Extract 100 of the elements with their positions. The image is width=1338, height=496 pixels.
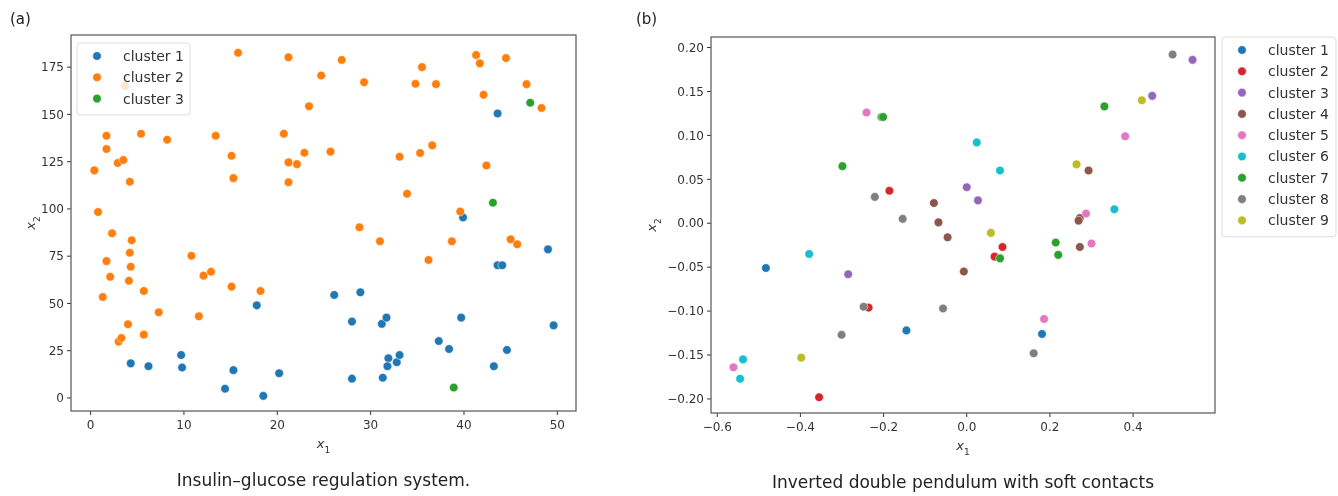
legend-label: cluster 3 (123, 90, 184, 107)
text: (a) (10, 10, 31, 28)
text: (b) (636, 10, 658, 28)
text: Insulin–glucose regulation system. (176, 470, 471, 490)
point (381, 313, 392, 323)
point (177, 362, 187, 373)
point (962, 182, 972, 192)
point (126, 358, 136, 368)
point (378, 373, 388, 383)
point (943, 232, 953, 242)
point (1168, 50, 1178, 60)
y-tick-label: 50 (48, 296, 64, 311)
point (735, 374, 745, 384)
point (901, 325, 911, 335)
point (728, 362, 739, 372)
point (1053, 250, 1063, 260)
point (898, 214, 908, 224)
y-tick-label: 0 (56, 391, 64, 406)
point (843, 269, 853, 279)
x-tick-label: 20 (269, 418, 285, 432)
point (1075, 242, 1085, 252)
point (489, 361, 499, 371)
point (497, 260, 507, 270)
x-tick-label: 0.2 (1040, 420, 1060, 434)
y-tick-label: 150 (41, 107, 64, 122)
point (973, 195, 983, 205)
point (1120, 131, 1130, 141)
point (995, 165, 1005, 176)
point (1071, 159, 1082, 169)
point (796, 353, 806, 363)
x-tick-label: 30 (363, 418, 379, 432)
y-tick-label: −0.20 (667, 392, 704, 407)
point (488, 198, 498, 208)
point (493, 108, 503, 118)
legend-label: cluster 7 (1268, 169, 1329, 186)
point (525, 98, 535, 108)
point (837, 330, 847, 340)
point (1029, 348, 1039, 358)
point (456, 313, 466, 323)
x-axis-title: x$_{1}$ (315, 436, 331, 455)
point (929, 198, 939, 208)
point (347, 374, 357, 384)
y-tick-label: 75 (48, 249, 64, 264)
point (884, 186, 894, 196)
point (449, 383, 459, 393)
legend-label: cluster 9 (1268, 212, 1329, 229)
point (274, 368, 284, 378)
y-tick-label: 0.20 (677, 40, 704, 55)
x-tick-label: 0.4 (1123, 420, 1143, 434)
point (176, 350, 186, 360)
y-tick-label: 100 (41, 202, 64, 217)
point (395, 350, 405, 360)
point (870, 192, 880, 202)
point (861, 108, 872, 118)
x-axis-title: x$_{1}$ (955, 438, 970, 457)
legend-label: cluster 4 (1268, 105, 1330, 122)
point (444, 344, 454, 354)
x-tick-label: 50 (549, 418, 565, 432)
point (1137, 95, 1147, 105)
y-tick-label: 0.15 (677, 84, 704, 99)
point (502, 345, 512, 355)
point (986, 228, 996, 238)
y-tick-label: −0.10 (667, 304, 704, 319)
point (959, 267, 969, 277)
point (434, 336, 444, 346)
point (252, 300, 262, 310)
point (228, 365, 238, 375)
point (997, 242, 1008, 252)
point (761, 263, 771, 273)
y-tick-label: 0.05 (677, 172, 704, 187)
y-tick-label: 25 (48, 343, 64, 358)
point (1109, 204, 1119, 214)
point (1037, 329, 1047, 339)
point (995, 253, 1005, 263)
point (1084, 165, 1094, 176)
x-tick-label: −0.2 (869, 420, 899, 434)
x-tick-label: 10 (176, 418, 192, 432)
point (329, 290, 339, 300)
legend-label: cluster 1 (1268, 41, 1329, 58)
legend-label: cluster 5 (1268, 127, 1329, 144)
point (933, 217, 944, 227)
point (392, 357, 402, 367)
point (549, 320, 559, 330)
y-tick-label: −0.15 (667, 348, 704, 363)
point (859, 302, 869, 312)
legend-label: cluster 8 (1268, 191, 1329, 207)
point (1081, 209, 1091, 219)
legend-label: cluster 1 (123, 47, 184, 64)
point (377, 319, 387, 329)
point (837, 161, 847, 171)
legend-label: cluster 6 (1268, 148, 1330, 165)
legend-label: cluster 2 (1268, 63, 1329, 80)
point (1039, 314, 1049, 324)
point (220, 384, 230, 394)
legend-label: cluster 2 (123, 69, 184, 86)
point (938, 303, 948, 314)
point (347, 317, 357, 327)
y-tick-label: 125 (41, 154, 64, 169)
y-tick-label: 0.10 (677, 128, 704, 143)
x-tick-label: 0 (86, 418, 95, 432)
